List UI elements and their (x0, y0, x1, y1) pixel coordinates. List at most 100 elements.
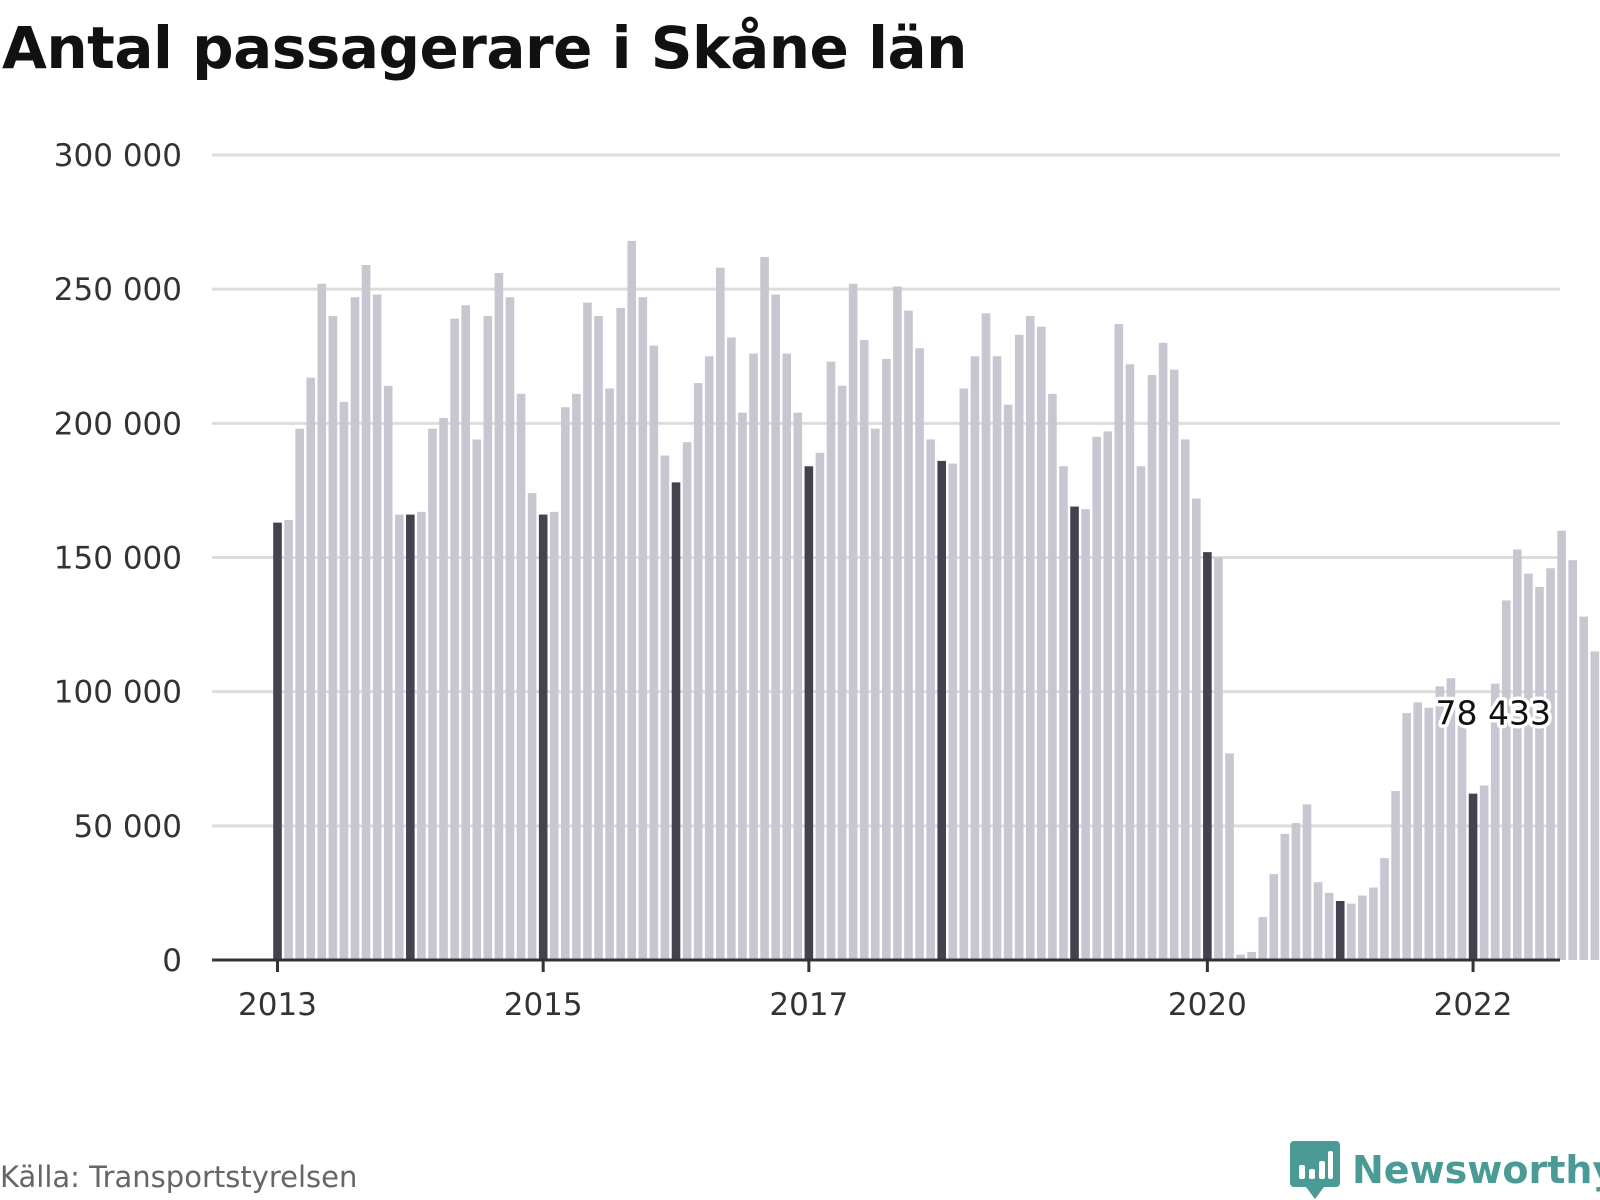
bar (1313, 882, 1323, 960)
x-tick-label: 2015 (504, 987, 583, 1023)
bar (837, 385, 847, 960)
bar (1280, 833, 1290, 960)
bar (1446, 678, 1456, 960)
bar (1014, 334, 1024, 960)
bar (1424, 707, 1434, 960)
source-note: Källa: Transportstyrelsen (0, 1160, 358, 1194)
bar (682, 442, 692, 960)
bar (649, 345, 659, 960)
bar (716, 267, 725, 960)
bar (1579, 616, 1589, 960)
bar (361, 265, 371, 960)
bar (1302, 804, 1312, 960)
bar (671, 482, 681, 960)
bar (406, 514, 415, 960)
bar (1203, 552, 1212, 960)
bars (273, 240, 1600, 961)
bar (350, 297, 360, 960)
bar (1258, 917, 1268, 960)
bar (1092, 436, 1101, 960)
bar (1125, 364, 1135, 960)
bar (1324, 892, 1334, 960)
bar (1513, 549, 1522, 960)
bar (472, 439, 482, 960)
bar (1081, 509, 1090, 960)
bar (627, 240, 637, 960)
bar (738, 412, 747, 961)
bar (1358, 895, 1367, 960)
bar (527, 493, 537, 960)
bar (771, 294, 780, 960)
bar (859, 340, 869, 960)
bar (793, 412, 803, 961)
bar (1457, 702, 1467, 960)
bar (1524, 573, 1533, 960)
bar (760, 256, 769, 960)
y-tick-label: 100 000 (54, 675, 182, 711)
bar (616, 307, 625, 960)
bar (1391, 790, 1400, 960)
bar (494, 273, 504, 961)
bar (1501, 600, 1511, 960)
bar (1103, 431, 1113, 961)
bar (295, 428, 304, 960)
bar (1147, 375, 1157, 960)
bar (1557, 530, 1566, 960)
bar (428, 428, 437, 960)
bar (1535, 587, 1544, 960)
chart-title: Antal passagerare i Skåne län (2, 14, 967, 82)
y-tick-label: 150 000 (54, 541, 182, 577)
bar (339, 401, 349, 960)
bar (815, 452, 825, 960)
x-tick-label: 2022 (1434, 987, 1513, 1023)
latest-value-label: 78 433 (1436, 694, 1551, 733)
bar (1114, 324, 1124, 960)
bar (1468, 793, 1478, 960)
newsworthy-logo-icon (1290, 1141, 1340, 1199)
bar (505, 297, 515, 960)
bar (549, 511, 559, 960)
x-tick-label: 2013 (238, 987, 317, 1023)
bar (660, 455, 670, 960)
bar (1214, 557, 1223, 960)
bar (450, 318, 459, 960)
bar (1413, 702, 1423, 960)
bar (749, 353, 758, 961)
bar (959, 388, 969, 960)
bar (693, 383, 703, 960)
bar (1048, 393, 1057, 961)
x-tick-label: 2020 (1168, 987, 1247, 1023)
bar (882, 358, 891, 960)
bar (461, 305, 470, 960)
bar (826, 361, 836, 960)
bar (926, 439, 935, 960)
bar (372, 294, 382, 960)
bar (417, 511, 426, 960)
bar (483, 316, 493, 960)
bar (1025, 316, 1035, 960)
bar (970, 356, 980, 960)
bar (306, 377, 316, 960)
bar (1435, 686, 1445, 960)
bar (394, 514, 404, 960)
bar (1369, 887, 1378, 960)
bar (804, 466, 814, 960)
y-tick-label: 200 000 (54, 406, 182, 442)
bar (727, 337, 736, 960)
bar (1180, 439, 1190, 960)
bar (848, 283, 858, 960)
bar (1192, 498, 1201, 960)
bar (328, 316, 338, 960)
bar (538, 514, 548, 960)
bar (1568, 560, 1577, 960)
bar (273, 522, 282, 960)
bar (594, 316, 603, 960)
bar (1590, 651, 1600, 960)
bar (572, 393, 581, 961)
bar (1158, 342, 1168, 960)
bar (1402, 713, 1411, 960)
bar (1346, 903, 1356, 960)
bar (638, 297, 648, 960)
bar (893, 286, 902, 960)
bar (1380, 858, 1389, 960)
